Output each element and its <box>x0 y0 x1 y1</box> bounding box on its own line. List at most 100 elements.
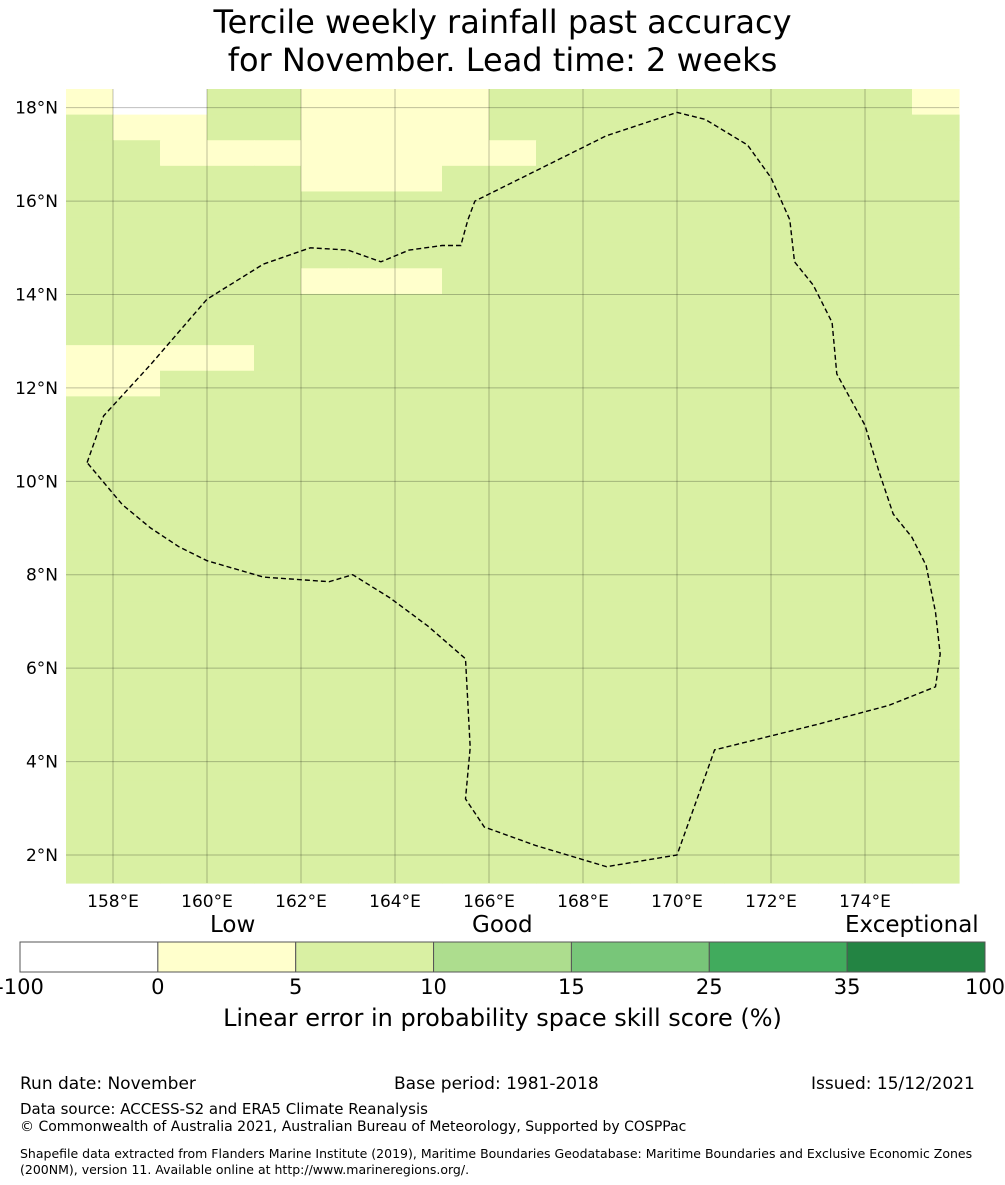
grid-cell <box>818 191 866 218</box>
grid-cell <box>207 242 255 269</box>
grid-cell <box>66 550 114 577</box>
grid-cell <box>160 191 208 218</box>
grid-cell <box>160 601 208 628</box>
grid-cell <box>771 831 819 858</box>
grid-cell <box>442 165 490 193</box>
grid-cell <box>489 857 537 884</box>
grid-cell <box>395 626 443 654</box>
grid-cell <box>66 370 114 397</box>
grid-cell <box>254 114 302 141</box>
grid-cell <box>301 242 349 269</box>
grid-cell <box>207 319 255 346</box>
grid-cell <box>630 678 678 705</box>
grid-cell <box>630 703 678 730</box>
grid-cell <box>442 601 490 628</box>
lon-tick-label: 172°E <box>745 892 797 912</box>
grid-cell <box>301 524 349 551</box>
grid-cell <box>630 550 678 577</box>
grid-cell <box>66 114 114 141</box>
grid-cell <box>771 601 819 628</box>
grid-cell <box>818 140 866 167</box>
colorbar-bin <box>19 941 159 973</box>
grid-cell <box>348 89 396 116</box>
grid-cell <box>677 550 725 577</box>
grid-cell <box>113 524 161 551</box>
lat-tick-label: 6°N <box>26 659 58 679</box>
grid-cell <box>66 396 114 423</box>
base-period: Base period: 1981-2018 <box>394 1074 599 1094</box>
grid-cell <box>489 447 537 474</box>
grid-cell <box>113 421 161 449</box>
grid-cell <box>630 601 678 628</box>
grid-cell <box>113 857 161 884</box>
grid-cell <box>207 729 255 756</box>
grid-cell <box>207 524 255 551</box>
grid-cell <box>442 140 490 167</box>
grid-cell <box>818 217 866 244</box>
grid-cell <box>677 217 725 244</box>
grid-cell <box>630 345 678 372</box>
grid-cell <box>489 268 537 295</box>
grid-cell <box>66 703 114 730</box>
grid-cell <box>301 678 349 705</box>
grid-cell <box>630 806 678 833</box>
grid-cell <box>536 601 584 628</box>
grid-cell <box>66 89 114 116</box>
grid-cell <box>771 396 819 423</box>
grid-cell <box>912 575 960 602</box>
colorbar-bin <box>433 941 572 973</box>
grid-cell <box>912 165 960 193</box>
grid-cell <box>912 140 960 167</box>
grid-cell <box>771 703 819 730</box>
grid-cell <box>630 652 678 679</box>
grid-cell <box>301 729 349 756</box>
grid-cell <box>818 396 866 423</box>
grid-cell <box>348 806 396 833</box>
grid-cell <box>348 345 396 372</box>
grid-cell <box>254 165 302 193</box>
grid-cell <box>301 319 349 346</box>
grid-cell <box>489 165 537 193</box>
grid-cell <box>442 396 490 423</box>
lat-tick-label: 18°N <box>15 99 58 119</box>
grid-cell <box>160 703 208 730</box>
grid-cell <box>395 550 443 577</box>
grid-cell <box>677 703 725 730</box>
grid-cell <box>865 626 913 654</box>
grid-cell <box>489 345 537 372</box>
lon-tick-label: 174°E <box>839 892 891 912</box>
grid-cell <box>912 319 960 346</box>
grid-cell <box>395 831 443 858</box>
grid-cell <box>442 806 490 833</box>
grid-cell <box>724 293 772 321</box>
grid-cell <box>677 293 725 321</box>
grid-cell <box>442 678 490 705</box>
grid-cell <box>442 575 490 602</box>
grid-cell <box>536 729 584 756</box>
grid-cell <box>207 140 255 167</box>
grid-cell <box>66 319 114 346</box>
grid-cell <box>489 831 537 858</box>
grid-cell <box>254 678 302 705</box>
grid-cell <box>442 345 490 372</box>
grid-cell <box>536 473 584 500</box>
grid-cell <box>536 703 584 730</box>
grid-cell <box>536 626 584 654</box>
grid-cell <box>254 806 302 833</box>
grid-cell <box>66 524 114 551</box>
grid-cell <box>113 678 161 705</box>
grid-cell <box>113 114 161 141</box>
lon-tick-label: 164°E <box>369 892 421 912</box>
grid-cell <box>442 498 490 526</box>
grid-cell <box>442 780 490 807</box>
grid-cell <box>771 524 819 551</box>
grid-cell <box>113 831 161 858</box>
grid-cell <box>771 165 819 193</box>
grid-cell <box>865 370 913 397</box>
lat-tick-label: 12°N <box>15 379 58 399</box>
grid-cell <box>160 652 208 679</box>
grid-cell <box>912 242 960 269</box>
colorbar-tick-label: 15 <box>558 975 585 999</box>
grid-cell <box>630 370 678 397</box>
grid-cell <box>395 370 443 397</box>
